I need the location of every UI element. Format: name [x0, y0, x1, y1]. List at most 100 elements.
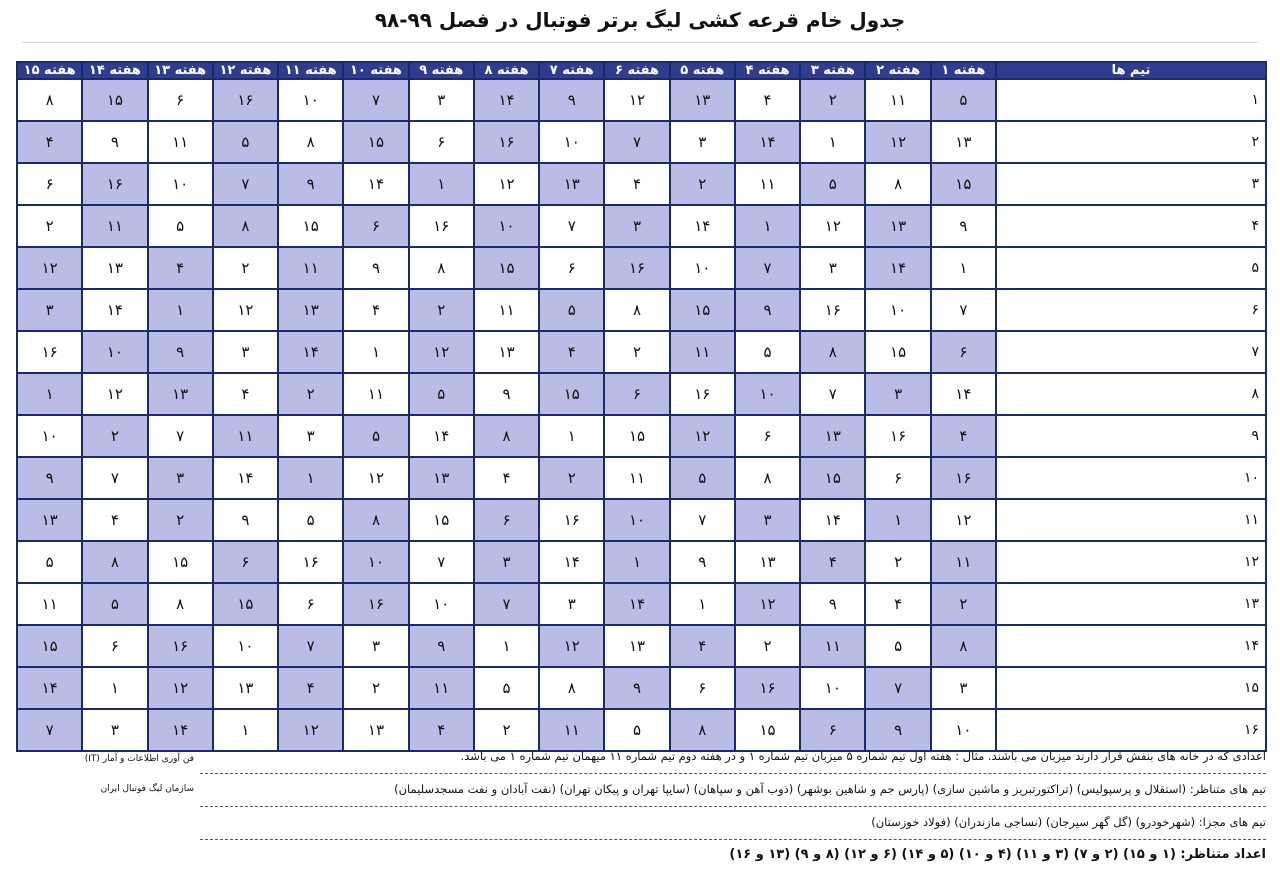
opponent-cell: ۱	[472, 624, 541, 668]
opponent-cell-home: ۸	[342, 498, 410, 542]
table-row: ۱۳ ۲ ۴ ۹ ۱۲ ۱ ۱۴ ۳ ۷ ۱۰ ۱۶ ۶ ۱۵ ۸ ۵ ۱۱	[15, 582, 1267, 626]
opponent-cell: ۱۴	[342, 162, 410, 206]
opponent-cell: ۱۰	[211, 624, 280, 668]
opponent-cell: ۱۲	[472, 162, 541, 206]
opponent-cell: ۱۰	[407, 582, 475, 626]
team-number-cell: ۳	[995, 162, 1267, 206]
opponent-cell: ۲	[472, 708, 541, 752]
opponent-cell: ۹	[668, 540, 736, 584]
opponent-cell-home: ۱۶	[929, 456, 998, 500]
opponent-cell: ۱۶	[277, 540, 345, 584]
opponent-cell: ۱۳	[929, 120, 998, 164]
opponent-cell-home: ۱۳	[799, 414, 867, 458]
opponent-cell: ۱۴	[668, 204, 736, 248]
opponent-cell: ۱۲	[929, 498, 998, 542]
opponent-cell-home: ۱۴	[146, 708, 214, 752]
opponent-cell-home: ۸	[668, 708, 736, 752]
team-number-cell: ۴	[995, 204, 1267, 248]
opponent-cell-home: ۵	[342, 414, 410, 458]
table-row: ۱۴ ۸ ۵ ۱۱ ۲ ۴ ۱۳ ۱۲ ۱ ۹ ۳ ۷ ۱۰ ۱۶ ۶ ۱۵	[15, 624, 1267, 668]
table-row: ۹ ۴ ۱۶ ۱۳ ۶ ۱۲ ۱۵ ۱ ۸ ۱۴ ۵ ۳ ۱۱ ۷ ۲ ۱۰	[15, 414, 1267, 458]
opponent-cell: ۱۴	[407, 414, 475, 458]
opponent-cell-home: ۱	[864, 498, 932, 542]
opponent-cell-home: ۸	[81, 540, 149, 584]
opponent-cell: ۳	[538, 582, 606, 626]
opponent-cell-home: ۱۱	[277, 246, 345, 290]
opponent-cell-home: ۱۲	[668, 414, 736, 458]
opponent-cell-home: ۹	[146, 330, 214, 374]
opponent-cell-home: ۱۱	[668, 330, 736, 374]
opponent-cell-home: ۱۴	[277, 330, 345, 374]
opponent-cell-home: ۱۳	[407, 456, 475, 500]
week-header: هفته ۹	[407, 61, 475, 80]
opponent-cell: ۳	[277, 414, 345, 458]
opponent-cell: ۱۵	[277, 204, 345, 248]
opponent-cell-home: ۲	[146, 498, 214, 542]
opponent-cell-home: ۱۳	[15, 498, 84, 542]
opponent-cell-home: ۱۴	[15, 666, 84, 710]
opponent-cell: ۶	[864, 456, 932, 500]
opponent-cell: ۱۳	[603, 624, 671, 668]
opponent-cell: ۳	[929, 666, 998, 710]
opponent-cell: ۲	[733, 624, 802, 668]
opponent-cell-home: ۸	[211, 204, 280, 248]
opponent-cell-home: ۷	[864, 666, 932, 710]
opponent-cell: ۸	[538, 666, 606, 710]
week-header: هفته ۶	[603, 61, 671, 80]
team-number-cell: ۱۳	[995, 582, 1267, 626]
opponent-cell: ۹	[929, 204, 998, 248]
schedule-body: ۱ ۵ ۱۱ ۲ ۴ ۱۳ ۱۲ ۹ ۱۴ ۳ ۷ ۱۰ ۱۶ ۶ ۱۵ ۸ ۲ ۱۳ ۱۲ ۱ ۱۴ ۳ ۷ ۱۰ ۱۶ ۶ ۱۵…	[15, 78, 1267, 752]
notes-section: اعدادی که در خانه های بنفش قرار دارند می…	[200, 747, 1266, 878]
schedule-header: تیم ها هفته ۱ هفته ۲ هفته ۳ هفته ۴ هفته ۵ هفت…	[15, 61, 1267, 80]
note-paired-numbers: اعداد متناظر: (۱ و ۱۵) (۲ و ۷) (۳ و ۱۱) …	[729, 847, 1266, 862]
opponent-cell: ۵	[146, 204, 214, 248]
opponent-cell-home: ۴	[146, 246, 214, 290]
opponent-cell-home: ۱۲	[407, 330, 475, 374]
opponent-cell-home: ۳	[146, 456, 214, 500]
week-header: هفته ۱۳	[146, 61, 214, 80]
week-header: هفته ۱۱	[277, 61, 345, 80]
opponent-cell-home: ۲	[668, 162, 736, 206]
opponent-cell: ۷	[407, 540, 475, 584]
week-header: هفته ۳	[799, 61, 867, 80]
opponent-cell: ۱۰	[277, 78, 345, 122]
opponent-cell: ۱۰	[146, 162, 214, 206]
opponent-cell-home: ۱۶	[472, 120, 541, 164]
opponent-cell: ۱۴	[799, 498, 867, 542]
opponent-cell-home: ۵	[211, 120, 280, 164]
team-number-cell: ۸	[995, 372, 1267, 416]
opponent-cell: ۹	[81, 120, 149, 164]
opponent-cell: ۱۱	[472, 288, 541, 332]
opponent-cell: ۸	[864, 162, 932, 206]
opponent-cell-home: ۵	[929, 78, 998, 122]
opponent-cell-home: ۲	[407, 288, 475, 332]
opponent-cell-home: ۲	[929, 582, 998, 626]
opponent-cell: ۴	[81, 498, 149, 542]
opponent-cell: ۱۲	[799, 204, 867, 248]
opponent-cell-home: ۱۰	[342, 540, 410, 584]
opponent-cell-home: ۱۴	[733, 120, 802, 164]
opponent-cell-home: ۱۲	[538, 624, 606, 668]
opponent-cell-home: ۹	[864, 708, 932, 752]
opponent-cell-home: ۷	[472, 582, 541, 626]
opponent-cell: ۵	[733, 330, 802, 374]
opponent-cell-home: ۱۶	[146, 624, 214, 668]
opponent-cell: ۹	[799, 582, 867, 626]
opponent-cell: ۱۴	[81, 288, 149, 332]
opponent-cell-home: ۳	[733, 498, 802, 542]
opponent-cell: ۱۵	[407, 498, 475, 542]
opponent-cell: ۳	[342, 624, 410, 668]
opponent-cell: ۳	[81, 708, 149, 752]
table-row: ۱۲ ۱۱ ۲ ۴ ۱۳ ۹ ۱ ۱۴ ۳ ۷ ۱۰ ۱۶ ۶ ۱۵ ۸ ۵	[15, 540, 1267, 584]
opponent-cell-home: ۱۲	[733, 582, 802, 626]
opponent-cell-home: ۵	[538, 288, 606, 332]
opponent-cell-home: ۱۰	[733, 372, 802, 416]
opponent-cell: ۶	[277, 582, 345, 626]
opponent-cell: ۵	[472, 666, 541, 710]
opponent-cell: ۴	[211, 372, 280, 416]
opponent-cell: ۹	[342, 246, 410, 290]
opponent-cell: ۷	[146, 414, 214, 458]
table-row: ۶ ۷ ۱۰ ۱۶ ۹ ۱۵ ۸ ۵ ۱۱ ۲ ۴ ۱۳ ۱۲ ۱ ۱۴ ۳	[15, 288, 1267, 332]
opponent-cell-home: ۱۳	[668, 78, 736, 122]
week-header: هفته ۲	[864, 61, 932, 80]
